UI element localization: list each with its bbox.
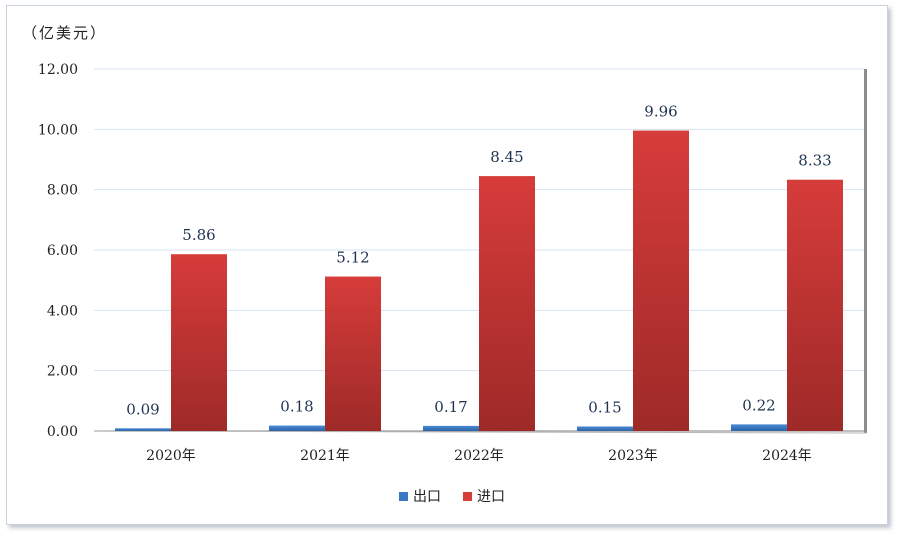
x-tick-label: 2022年 bbox=[454, 448, 504, 464]
data-label-import: 8.45 bbox=[490, 148, 523, 166]
bar-export bbox=[423, 425, 479, 431]
bar-export bbox=[269, 425, 325, 431]
legend-swatch-export bbox=[399, 491, 408, 501]
x-tick-label: 2020年 bbox=[146, 448, 196, 464]
data-label-import: 8.33 bbox=[798, 152, 831, 170]
y-tick-label: 8.00 bbox=[47, 183, 78, 199]
data-label-import: 5.12 bbox=[336, 249, 369, 267]
data-label-export: 0.09 bbox=[126, 400, 159, 418]
data-label-export: 0.17 bbox=[434, 398, 467, 416]
y-tick-label: 10.00 bbox=[38, 122, 78, 138]
bar-import bbox=[633, 130, 689, 432]
legend: 出口 进口 bbox=[0, 486, 904, 506]
bar-import bbox=[479, 176, 535, 431]
legend-label-export: 出口 bbox=[413, 489, 441, 505]
legend-label-import: 进口 bbox=[477, 489, 505, 505]
legend-swatch-import bbox=[463, 491, 472, 501]
y-unit-label: （亿美元） bbox=[22, 24, 108, 42]
bar-export bbox=[731, 424, 787, 431]
x-axis-shadow bbox=[93, 430, 868, 434]
plot-edge bbox=[864, 69, 867, 433]
x-tick-label: 2024年 bbox=[762, 448, 812, 464]
data-label-export: 0.22 bbox=[742, 396, 775, 414]
data-label-export: 0.18 bbox=[280, 398, 313, 416]
bar-chart: 0.00 2.00 4.00 6.00 8.00 10.00 12.00 0.09 5.86 20… bbox=[38, 62, 868, 464]
x-tick-label: 2021年 bbox=[300, 448, 350, 464]
y-tick-label: 0.00 bbox=[47, 424, 78, 440]
bar-import bbox=[787, 179, 843, 431]
bar-import bbox=[171, 254, 227, 431]
y-tick-label: 6.00 bbox=[47, 243, 78, 259]
y-tick-label: 2.00 bbox=[47, 364, 78, 380]
data-label-export: 0.15 bbox=[588, 398, 621, 416]
bar-export bbox=[577, 426, 633, 431]
legend-item-import: 进口 bbox=[463, 486, 505, 506]
y-tick-label: 4.00 bbox=[47, 303, 78, 319]
bar-import bbox=[325, 276, 381, 431]
bar-export bbox=[115, 428, 171, 431]
y-tick-label: 12.00 bbox=[38, 62, 78, 78]
chart-frame bbox=[6, 5, 888, 525]
data-label-import: 9.96 bbox=[644, 103, 677, 121]
x-tick-label: 2023年 bbox=[608, 448, 658, 464]
data-label-import: 5.86 bbox=[182, 226, 215, 244]
legend-item-export: 出口 bbox=[399, 486, 441, 506]
